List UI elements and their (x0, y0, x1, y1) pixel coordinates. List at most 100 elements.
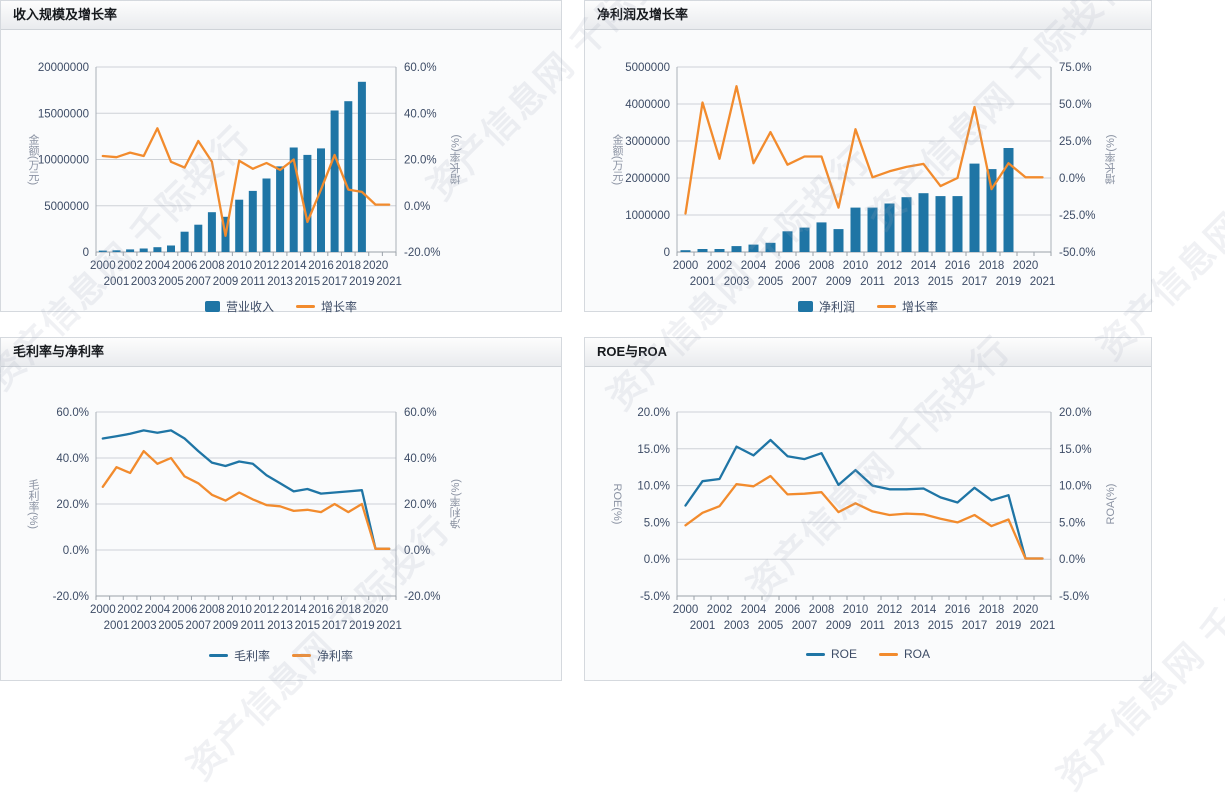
svg-text:2008: 2008 (809, 260, 835, 272)
svg-text:2012: 2012 (254, 260, 280, 272)
svg-text:2018: 2018 (979, 260, 1005, 272)
svg-text:2003: 2003 (724, 276, 750, 288)
legend-item-roe[interactable]: ROE (805, 647, 857, 661)
svg-text:40.0%: 40.0% (404, 453, 437, 465)
legend-item-gross-margin[interactable]: 毛利率 (208, 647, 270, 664)
svg-text:10000000: 10000000 (38, 155, 89, 167)
svg-text:-20.0%: -20.0% (53, 591, 89, 603)
legend-label: 营业收入 (225, 300, 274, 314)
svg-text:2007: 2007 (792, 620, 818, 632)
svg-text:3000000: 3000000 (625, 136, 670, 148)
chart-legend: ROE ROA (585, 647, 1151, 661)
svg-text:2017: 2017 (322, 276, 348, 288)
svg-text:增长率(%): 增长率(%) (450, 134, 463, 185)
svg-text:0.0%: 0.0% (1059, 173, 1085, 185)
svg-text:20.0%: 20.0% (1059, 407, 1092, 419)
svg-text:2005: 2005 (758, 620, 784, 632)
svg-text:2010: 2010 (843, 604, 869, 616)
svg-text:2013: 2013 (894, 276, 920, 288)
legend-item-net-margin[interactable]: 净利率 (292, 647, 353, 664)
svg-text:2009: 2009 (826, 620, 852, 632)
svg-text:0: 0 (664, 247, 670, 259)
svg-text:2021: 2021 (376, 620, 402, 632)
svg-text:2004: 2004 (145, 260, 171, 272)
svg-text:5000000: 5000000 (44, 201, 89, 213)
svg-text:2002: 2002 (707, 260, 733, 272)
legend-label: 净利率 (317, 649, 354, 663)
svg-text:2006: 2006 (172, 604, 198, 616)
svg-text:2003: 2003 (724, 620, 750, 632)
svg-text:2013: 2013 (267, 620, 293, 632)
legend-item-netprofit[interactable]: 净利润 (797, 298, 855, 315)
svg-text:2016: 2016 (308, 260, 334, 272)
svg-text:2021: 2021 (376, 276, 402, 288)
svg-text:ROE(%): ROE(%) (611, 484, 623, 525)
svg-text:2006: 2006 (172, 260, 198, 272)
svg-text:2018: 2018 (335, 604, 361, 616)
svg-text:0: 0 (83, 247, 89, 259)
svg-text:-5.0%: -5.0% (1059, 591, 1089, 603)
netprofit-growth-chart: 0 1000000 2000000 3000000 4000000 5000000 -50.… (611, 62, 1118, 288)
svg-text:0.0%: 0.0% (63, 545, 89, 557)
svg-text:2012: 2012 (877, 604, 903, 616)
svg-text:2003: 2003 (131, 276, 157, 288)
legend-label: ROA (904, 647, 931, 661)
svg-text:ROA(%): ROA(%) (1105, 484, 1117, 525)
svg-text:15.0%: 15.0% (637, 444, 670, 456)
svg-text:2000: 2000 (90, 260, 116, 272)
legend-item-growth-rate[interactable]: 增长率 (877, 298, 938, 315)
legend-item-revenue[interactable]: 营业收入 (204, 298, 274, 315)
svg-text:2005: 2005 (158, 276, 184, 288)
svg-text:2021: 2021 (1030, 276, 1056, 288)
legend-item-roa[interactable]: ROA (879, 647, 930, 661)
chart-legend: 营业收入 增长率 (1, 298, 561, 315)
panel-margins: 毛利率与净利率 -20.0% 0.0% 20.0% 40.0% 60.0% -20.0% 0… (0, 337, 562, 681)
panel-roe-roa: ROE与ROA -5.0% 0.0% 5.0% 10.0% 15.0% 20.0% -5.0… (584, 337, 1152, 681)
legend-line-swatch (208, 654, 228, 657)
roe-roa-chart: -5.0% 0.0% 5.0% 10.0% 15.0% 20.0% -5.0% 0.0% 5.0… (611, 407, 1117, 632)
svg-text:2017: 2017 (322, 620, 348, 632)
panel-header: ROE与ROA (585, 338, 1151, 367)
svg-text:毛利率(%): 毛利率(%) (27, 479, 40, 529)
svg-text:-25.0%: -25.0% (1059, 210, 1095, 222)
svg-text:20000000: 20000000 (38, 62, 89, 74)
svg-text:2021: 2021 (1030, 620, 1056, 632)
legend-bar-swatch (204, 301, 220, 312)
svg-text:2019: 2019 (349, 620, 375, 632)
chart-title: 净利润及增长率 (597, 7, 689, 22)
svg-text:2012: 2012 (254, 604, 280, 616)
svg-text:2012: 2012 (877, 260, 903, 272)
svg-text:2014: 2014 (911, 260, 937, 272)
svg-text:2016: 2016 (945, 604, 971, 616)
legend-line-swatch (877, 305, 896, 308)
svg-text:2010: 2010 (226, 604, 252, 616)
legend-line-swatch (879, 652, 898, 656)
chart-title: 收入规模及增长率 (13, 7, 118, 22)
svg-text:增长率(%): 增长率(%) (1105, 134, 1118, 185)
svg-text:2008: 2008 (199, 604, 225, 616)
svg-text:2003: 2003 (131, 620, 157, 632)
svg-text:60.0%: 60.0% (404, 407, 437, 419)
svg-text:0.0%: 0.0% (1059, 554, 1085, 566)
svg-text:2019: 2019 (349, 276, 375, 288)
svg-text:-5.0%: -5.0% (640, 591, 670, 603)
svg-text:40.0%: 40.0% (56, 453, 89, 465)
chart-legend: 毛利率 净利率 (1, 647, 561, 664)
svg-text:20.0%: 20.0% (404, 499, 437, 511)
revenue-growth-chart: 0 5000000 10000000 15000000 20000000 -20.0% 0.… (27, 62, 463, 288)
svg-text:2018: 2018 (979, 604, 1005, 616)
svg-text:10.0%: 10.0% (637, 481, 670, 493)
svg-text:2015: 2015 (295, 620, 321, 632)
legend-label: 毛利率 (233, 649, 270, 663)
svg-text:2001: 2001 (690, 276, 716, 288)
svg-text:15000000: 15000000 (38, 108, 89, 120)
svg-text:2020: 2020 (363, 260, 389, 272)
margins-chart: -20.0% 0.0% 20.0% 40.0% 60.0% -20.0% 0.0% 20.0%… (27, 407, 462, 632)
legend-item-growth-rate[interactable]: 增长率 (296, 298, 357, 315)
svg-text:2000: 2000 (90, 604, 116, 616)
svg-text:5.0%: 5.0% (1059, 517, 1085, 529)
panel-header: 毛利率与净利率 (1, 338, 561, 367)
svg-text:2013: 2013 (267, 276, 293, 288)
svg-text:2020: 2020 (363, 604, 389, 616)
svg-text:2017: 2017 (962, 276, 988, 288)
